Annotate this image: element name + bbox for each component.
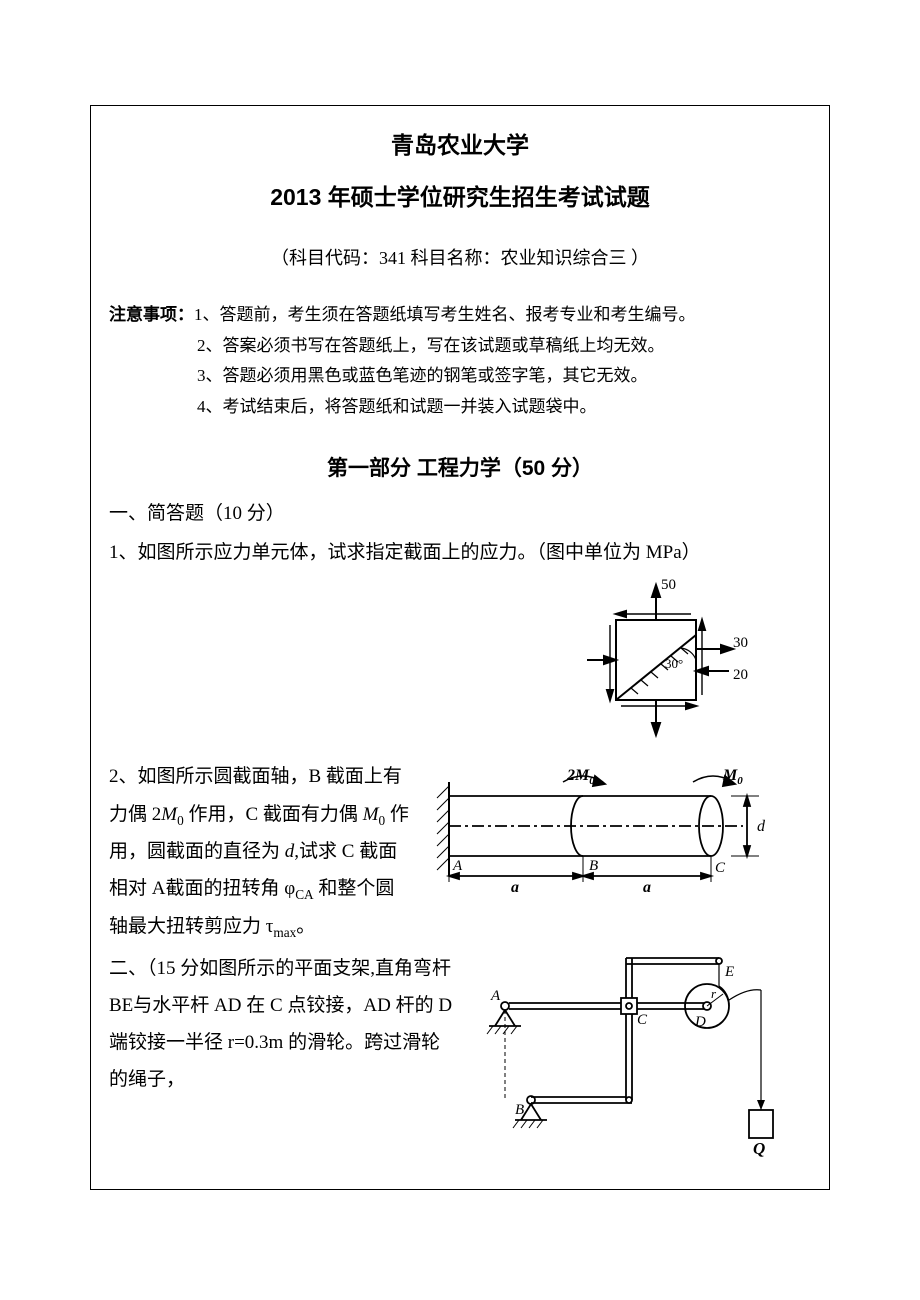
question-1-text: 1、如图所示应力单元体，试求指定截面上的应力。（图中单位为 MPa） [109, 535, 811, 571]
notice-label: 注意事项： [109, 300, 194, 331]
fig2-A: A [452, 858, 463, 874]
q2-max: max [273, 925, 296, 940]
fig3-B: B [515, 1102, 524, 1118]
q2-d: d [285, 841, 295, 862]
notice-item-2: 2、答案必须书写在答题纸上，写在该试题或草稿纸上均无效。 [109, 331, 811, 362]
notice-item-4: 4、考试结束后，将答题纸和试题一并装入试题袋中。 [109, 392, 811, 423]
fig3-Q: Q [753, 1139, 765, 1158]
fig2-2m0: 2M [566, 767, 590, 784]
section-1-title: 第一部分 工程力学（50 分） [109, 452, 811, 482]
fig3-E: E [724, 964, 734, 980]
subject-line: （科目代码：341 科目名称：农业知识综合三 ） [109, 244, 811, 270]
fig2-d: d [757, 818, 766, 835]
q2-m0-1-sub: 0 [177, 812, 184, 827]
q2-p2: 作用，C 截面有力偶 [184, 804, 363, 825]
notice-block: 注意事项： 1、答题前，考生须在答题纸填写考生姓名、报考专业和考生编号。 2、答… [109, 300, 811, 422]
figure-2-wrap: 2M0 M0 d A B C a a [423, 758, 811, 909]
notice-item-1: 1、答题前，考生须在答题纸填写考生姓名、报考专业和考生编号。 [194, 300, 696, 331]
fig3-D: D [694, 1014, 706, 1030]
fig3-C: C [637, 1012, 648, 1028]
subsection-a-heading: 一、简答题（10 分） [109, 498, 811, 525]
figure-3-wrap: A B C D E r Q [471, 950, 811, 1165]
q2-ca: CA [295, 887, 313, 902]
figure-2-shaft: 2M0 M0 d A B C a a [423, 764, 783, 904]
fig2-C: C [715, 860, 726, 876]
q2-p6: 。 [296, 916, 315, 937]
fig3-A: A [490, 988, 501, 1004]
page-frame: 青岛农业大学 2013 年硕士学位研究生招生考试试题 （科目代码：341 科目名… [90, 105, 830, 1190]
fig2-2m0-sub: 0 [589, 775, 595, 787]
fig2-m0-sub: 0 [737, 775, 743, 787]
fig1-label-20: 20 [733, 667, 748, 683]
fig2-B: B [589, 858, 598, 874]
notice-item-3: 3、答题必须用黑色或蓝色笔迹的钢笔或签字笔，其它无效。 [109, 361, 811, 392]
svg-text:2M0: 2M0 [566, 767, 595, 787]
exam-title: 2013 年硕士学位研究生招生考试试题 [109, 178, 811, 212]
figure-1-wrap: 50 30 20 30° [109, 575, 811, 750]
fig1-label-50: 50 [661, 577, 676, 593]
q2-m0-1: M [161, 804, 177, 825]
figure-1-stress-element: 50 30 20 30° [561, 575, 751, 745]
fig2-a1: a [511, 879, 519, 896]
figure-3-frame: A B C D E r Q [471, 950, 791, 1160]
fig1-label-30: 30 [733, 635, 748, 651]
q2-m0-2: M [363, 804, 379, 825]
question-2-text: 2、如图所示圆截面轴，B 截面上有力偶 2M0 作用，C 截面有力偶 M0 作用… [109, 758, 409, 945]
fig2-a2: a [643, 879, 651, 896]
fig2-m0: M [722, 767, 738, 784]
fig1-label-angle: 30° [665, 656, 683, 671]
question-3-text: 二、（15 分如图所示的平面支架,直角弯杆 BE与水平杆 AD 在 C 点铰接，… [109, 950, 459, 1098]
university-title: 青岛农业大学 [109, 126, 811, 160]
